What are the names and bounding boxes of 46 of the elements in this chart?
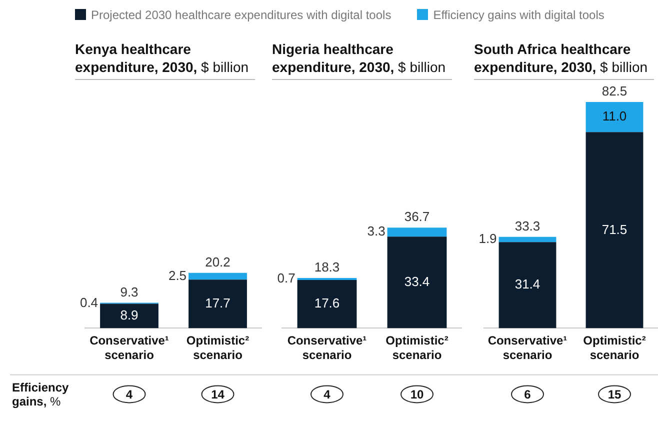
chart-title: South Africa healthcare expenditure, 2030, $ billion bbox=[474, 40, 654, 80]
data-label: 0.7 bbox=[277, 270, 296, 286]
data-label: 1.9 bbox=[478, 231, 497, 246]
data-label: 11.0 bbox=[602, 108, 627, 124]
bar bbox=[100, 304, 158, 328]
total-label: 20.2 bbox=[205, 254, 230, 270]
x-tick-label: Conservative¹ scenario bbox=[488, 334, 568, 362]
x-tick-label: Optimistic² scenario bbox=[583, 334, 646, 362]
data-label: 17.6 bbox=[314, 296, 340, 311]
data-label: 3.3 bbox=[367, 224, 386, 239]
chart-title: Kenya healthcare expenditure, 2030, $ billion bbox=[75, 40, 255, 80]
data-label: 33.4 bbox=[404, 274, 430, 289]
bar bbox=[387, 236, 447, 328]
x-tick-label: Conservative¹ scenario bbox=[287, 334, 367, 362]
text: 15 bbox=[608, 388, 622, 402]
legend-label: Efficiency gains with digital tools bbox=[432, 8, 604, 22]
text: 6 bbox=[524, 388, 532, 402]
data-label: 71.5 bbox=[602, 222, 628, 237]
data-label: 0.4 bbox=[80, 294, 98, 310]
total-label: 18.3 bbox=[314, 260, 340, 275]
data-label: 8.9 bbox=[120, 308, 138, 323]
text: 14 bbox=[211, 388, 225, 402]
bar bbox=[297, 280, 357, 328]
legend-label: Projected 2030 healthcare expenditures with digital tools bbox=[90, 8, 392, 22]
data-label: 17.7 bbox=[205, 296, 230, 311]
text: Efficiency gains, % bbox=[12, 380, 70, 409]
data-label: 31.4 bbox=[514, 276, 540, 292]
total-label: 9.3 bbox=[120, 284, 138, 300]
bar bbox=[387, 228, 447, 237]
chart-title: Nigeria healthcare expenditure, 2030, $ billion bbox=[272, 40, 452, 80]
x-tick-label: Conservative¹ scenario bbox=[90, 334, 169, 362]
text: 4 bbox=[126, 388, 133, 402]
x-tick-label: Optimistic² scenario bbox=[186, 334, 250, 362]
data-label: 2.5 bbox=[168, 268, 187, 283]
bar bbox=[498, 236, 556, 242]
text: 10 bbox=[410, 388, 424, 402]
total-label: 36.7 bbox=[404, 209, 430, 224]
text: 4 bbox=[324, 388, 331, 402]
bar bbox=[188, 280, 247, 328]
bar bbox=[498, 242, 556, 328]
total-label: 82.5 bbox=[602, 84, 628, 99]
x-tick-label: Optimistic² scenario bbox=[386, 334, 448, 362]
bar bbox=[188, 272, 247, 280]
total-label: 33.3 bbox=[514, 218, 540, 234]
bar bbox=[586, 132, 644, 328]
bar bbox=[586, 102, 644, 132]
